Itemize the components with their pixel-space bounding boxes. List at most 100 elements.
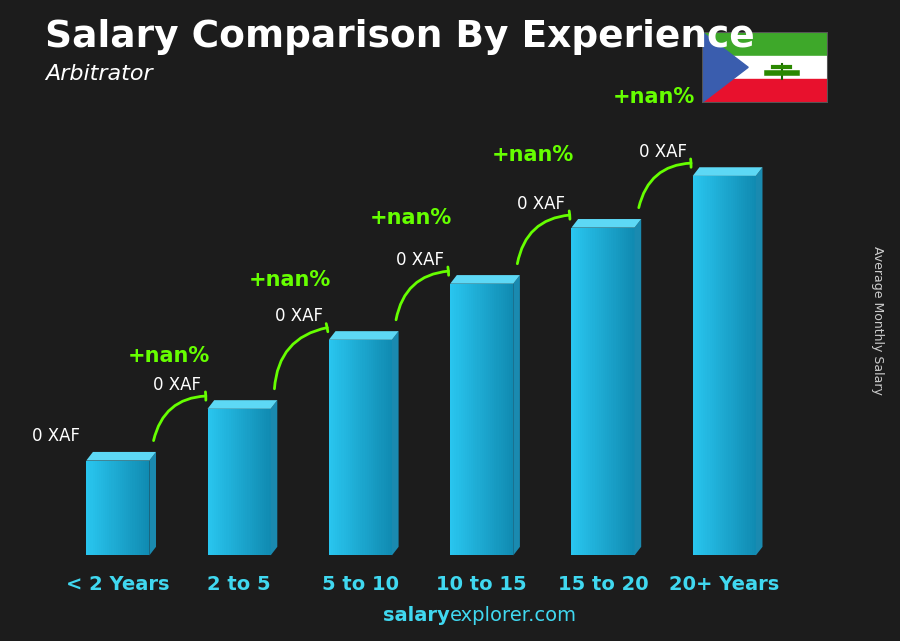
Polygon shape	[745, 176, 747, 556]
Polygon shape	[104, 461, 105, 556]
Polygon shape	[356, 340, 358, 556]
Polygon shape	[513, 275, 520, 556]
Polygon shape	[454, 284, 456, 556]
Text: 0 XAF: 0 XAF	[518, 195, 565, 213]
Polygon shape	[390, 340, 392, 556]
Polygon shape	[216, 409, 218, 556]
Polygon shape	[333, 340, 335, 556]
Polygon shape	[497, 284, 499, 556]
Polygon shape	[634, 219, 641, 556]
Text: +nan%: +nan%	[613, 87, 695, 107]
Polygon shape	[110, 461, 112, 556]
Polygon shape	[268, 409, 271, 556]
Polygon shape	[576, 228, 578, 556]
Polygon shape	[258, 409, 260, 556]
Polygon shape	[339, 340, 341, 556]
Polygon shape	[222, 409, 224, 556]
Polygon shape	[107, 461, 110, 556]
Polygon shape	[88, 461, 90, 556]
Polygon shape	[582, 228, 584, 556]
Polygon shape	[122, 461, 124, 556]
Text: 15 to 20: 15 to 20	[558, 575, 648, 594]
Polygon shape	[366, 340, 369, 556]
Polygon shape	[145, 461, 148, 556]
Text: 0 XAF: 0 XAF	[274, 306, 323, 325]
Polygon shape	[126, 461, 129, 556]
Polygon shape	[578, 228, 580, 556]
Polygon shape	[90, 461, 93, 556]
Polygon shape	[482, 284, 484, 556]
Polygon shape	[467, 284, 469, 556]
Polygon shape	[149, 452, 156, 556]
Polygon shape	[608, 228, 609, 556]
Polygon shape	[360, 340, 363, 556]
Polygon shape	[706, 176, 707, 556]
Polygon shape	[375, 340, 377, 556]
Bar	[702, 79, 828, 103]
Polygon shape	[344, 340, 346, 556]
Polygon shape	[252, 409, 254, 556]
Polygon shape	[505, 284, 507, 556]
Polygon shape	[249, 409, 252, 556]
Polygon shape	[212, 409, 214, 556]
Polygon shape	[739, 176, 741, 556]
Text: salary: salary	[383, 606, 450, 625]
Polygon shape	[352, 340, 354, 556]
Polygon shape	[97, 461, 99, 556]
Polygon shape	[734, 176, 737, 556]
Polygon shape	[385, 340, 388, 556]
Polygon shape	[573, 228, 576, 556]
Polygon shape	[750, 176, 751, 556]
Text: 20+ Years: 20+ Years	[670, 575, 779, 594]
Polygon shape	[116, 461, 118, 556]
Polygon shape	[709, 176, 712, 556]
Polygon shape	[702, 32, 748, 103]
Polygon shape	[124, 461, 126, 556]
Text: +nan%: +nan%	[491, 145, 574, 165]
Polygon shape	[341, 340, 344, 556]
Polygon shape	[241, 409, 243, 556]
Polygon shape	[235, 409, 237, 556]
Polygon shape	[507, 284, 509, 556]
Polygon shape	[743, 176, 745, 556]
Polygon shape	[752, 176, 753, 556]
Polygon shape	[620, 228, 622, 556]
Polygon shape	[707, 176, 709, 556]
Polygon shape	[130, 461, 132, 556]
Text: +nan%: +nan%	[128, 345, 210, 365]
Polygon shape	[141, 461, 143, 556]
Polygon shape	[726, 176, 728, 556]
Polygon shape	[214, 409, 216, 556]
Polygon shape	[712, 176, 714, 556]
Polygon shape	[331, 340, 333, 556]
Polygon shape	[475, 284, 478, 556]
Polygon shape	[461, 284, 463, 556]
Polygon shape	[243, 409, 246, 556]
Polygon shape	[499, 284, 500, 556]
Polygon shape	[737, 176, 739, 556]
Polygon shape	[572, 219, 641, 228]
Polygon shape	[465, 284, 467, 556]
Polygon shape	[93, 461, 94, 556]
Polygon shape	[369, 340, 371, 556]
Text: 2 to 5: 2 to 5	[207, 575, 271, 594]
Polygon shape	[271, 400, 277, 556]
Polygon shape	[101, 461, 104, 556]
Polygon shape	[371, 340, 373, 556]
Polygon shape	[266, 409, 268, 556]
Polygon shape	[383, 340, 385, 556]
Polygon shape	[135, 461, 137, 556]
Polygon shape	[208, 400, 277, 409]
Polygon shape	[373, 340, 375, 556]
Polygon shape	[697, 176, 699, 556]
Polygon shape	[626, 228, 628, 556]
Polygon shape	[224, 409, 227, 556]
Polygon shape	[137, 461, 139, 556]
Polygon shape	[210, 409, 212, 556]
Polygon shape	[590, 228, 592, 556]
Polygon shape	[143, 461, 145, 556]
Polygon shape	[218, 409, 220, 556]
Polygon shape	[382, 340, 383, 556]
Polygon shape	[598, 228, 601, 556]
Polygon shape	[753, 176, 756, 556]
